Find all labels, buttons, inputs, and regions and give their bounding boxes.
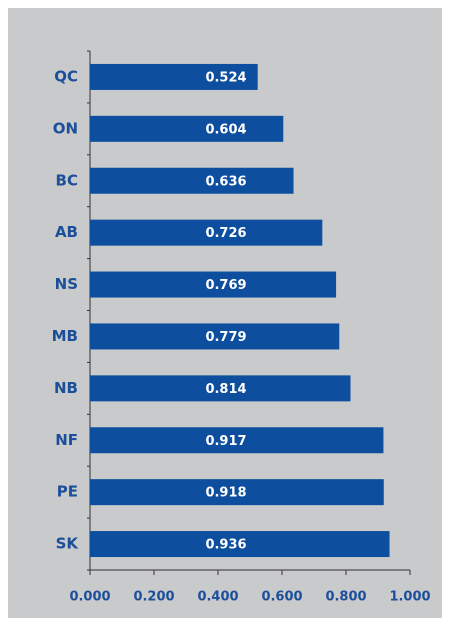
x-tick-label: 0.000 <box>69 590 110 605</box>
data-label: 0.636 <box>205 174 246 189</box>
data-label: 0.814 <box>205 382 246 397</box>
y-tick-label: PE <box>57 483 78 501</box>
bar <box>90 115 284 142</box>
y-tick-label: NF <box>55 431 78 449</box>
x-tick-label: 0.200 <box>133 590 174 605</box>
bar <box>90 219 323 246</box>
chart-background <box>8 8 442 618</box>
bar <box>90 167 294 194</box>
bar <box>90 63 258 90</box>
data-label: 0.524 <box>205 70 246 85</box>
bar <box>90 271 337 298</box>
x-tick-label: 0.400 <box>197 590 238 605</box>
data-label: 0.917 <box>205 434 246 449</box>
y-tick-label: AB <box>55 223 78 241</box>
bar <box>90 375 351 402</box>
y-tick-label: SK <box>56 535 80 553</box>
bar <box>90 323 340 350</box>
y-tick-label: NS <box>55 275 78 293</box>
data-label: 0.918 <box>205 486 246 501</box>
data-label: 0.936 <box>205 538 246 553</box>
y-tick-label: BC <box>56 171 78 189</box>
bar <box>90 427 384 454</box>
y-tick-label: ON <box>53 119 78 137</box>
data-label: 0.779 <box>205 330 246 345</box>
y-tick-label: NB <box>54 379 78 397</box>
y-tick-label: MB <box>52 327 78 345</box>
bar <box>90 479 384 506</box>
data-label: 0.769 <box>205 278 246 293</box>
data-label: 0.726 <box>205 226 246 241</box>
x-tick-label: 1.000 <box>389 590 430 605</box>
bar <box>90 531 390 558</box>
y-tick-label: QC <box>54 67 78 85</box>
data-label: 0.604 <box>205 122 246 137</box>
x-tick-label: 0.600 <box>261 590 302 605</box>
x-tick-label: 0.800 <box>325 590 366 605</box>
